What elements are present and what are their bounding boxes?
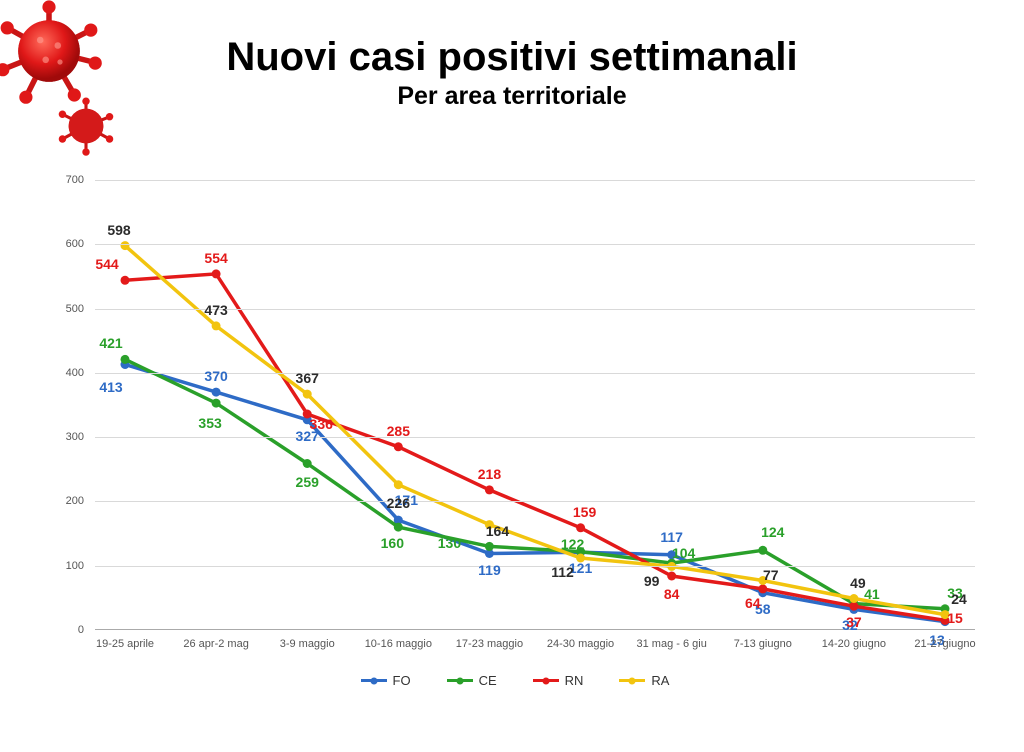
legend-label: RA (651, 673, 669, 688)
marker (303, 459, 312, 468)
x-tick-label: 17-23 maggio (456, 638, 523, 650)
legend-swatch (361, 679, 387, 682)
x-axis: 19-25 aprile 26 apr-2 mag 3-9 maggio 10-16 … (95, 638, 975, 658)
legend-item-rn: RN (533, 673, 584, 688)
marker (212, 399, 221, 408)
series-line-ra (125, 246, 945, 615)
legend-label: RN (565, 673, 584, 688)
series-line-ce (125, 359, 945, 608)
marker (212, 321, 221, 330)
marker (212, 269, 221, 278)
legend-item-ra: RA (619, 673, 669, 688)
marker (667, 550, 676, 559)
y-tick-label: 400 (66, 367, 84, 379)
marker (121, 276, 130, 285)
x-tick-label: 10-16 maggio (365, 638, 432, 650)
marker (667, 572, 676, 581)
chart-lines (95, 180, 975, 630)
marker (121, 241, 130, 250)
marker (758, 546, 767, 555)
legend-item-ce: CE (447, 673, 497, 688)
marker (485, 542, 494, 551)
y-tick-label: 300 (66, 431, 84, 443)
marker (576, 523, 585, 532)
marker (941, 610, 950, 619)
series-line-rn (125, 274, 945, 621)
legend-swatch (447, 679, 473, 682)
legend-label: CE (479, 673, 497, 688)
marker (303, 390, 312, 399)
legend-swatch (533, 679, 559, 682)
chart-subtitle: Per area territoriale (0, 82, 1024, 111)
marker (849, 602, 858, 611)
marker (394, 523, 403, 532)
x-tick-label: 31 mag - 6 giu (636, 638, 706, 650)
marker (212, 388, 221, 397)
y-tick-label: 600 (66, 238, 84, 250)
legend-item-fo: FO (361, 673, 411, 688)
chart: 0100200300400500600700 41337032717111912… (45, 180, 985, 690)
marker (485, 485, 494, 494)
y-tick-label: 700 (66, 174, 84, 186)
y-tick-label: 500 (66, 303, 84, 315)
y-axis: 0100200300400500600700 (45, 180, 90, 630)
y-tick-label: 200 (66, 495, 84, 507)
marker (303, 410, 312, 419)
chart-title: Nuovi casi positivi settimanali (0, 35, 1024, 80)
x-tick-label: 19-25 aprile (96, 638, 154, 650)
marker (121, 355, 130, 364)
y-tick-label: 0 (78, 624, 84, 636)
marker (576, 554, 585, 563)
legend-label: FO (393, 673, 411, 688)
x-tick-label: 24-30 maggio (547, 638, 614, 650)
legend-swatch (619, 679, 645, 682)
x-tick-label: 14-20 giugno (822, 638, 886, 650)
plot-area: 4133703271711191211175832134213532591601… (95, 180, 975, 630)
y-tick-label: 100 (66, 560, 84, 572)
marker (485, 520, 494, 529)
marker (758, 584, 767, 593)
x-tick-label: 21-27giugno (914, 638, 975, 650)
marker (394, 480, 403, 489)
marker (394, 442, 403, 451)
marker (849, 594, 858, 603)
legend: FO CE RN RA (45, 670, 985, 688)
marker (758, 576, 767, 585)
x-tick-label: 7-13 giugno (734, 638, 792, 650)
x-tick-label: 26 apr-2 mag (183, 638, 248, 650)
x-tick-label: 3-9 maggio (280, 638, 335, 650)
